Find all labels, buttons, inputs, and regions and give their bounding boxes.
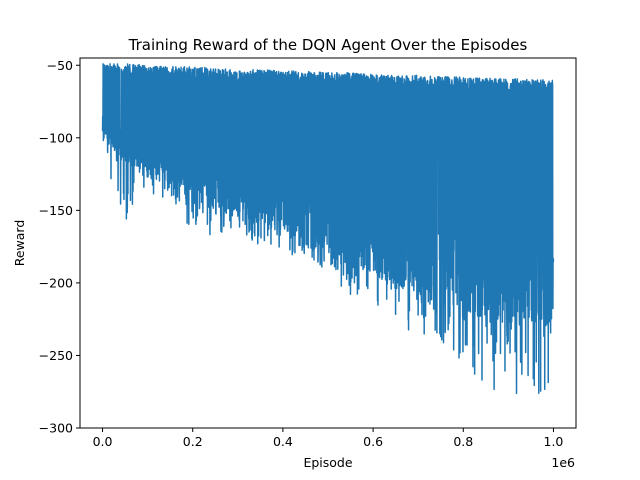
x-tick-label: 0.6 xyxy=(363,434,383,449)
axes-frame xyxy=(79,57,577,429)
y-axis: −50 −100 −150 −200 −250 −300 xyxy=(39,58,80,436)
x-tick-label: 0.0 xyxy=(93,434,113,449)
plot-area xyxy=(101,63,555,395)
x-offset-label: 1e6 xyxy=(551,455,575,470)
x-tick-label: 0.8 xyxy=(453,434,473,449)
x-axis-label: Episode xyxy=(303,455,352,470)
y-axis-label: Reward xyxy=(12,220,27,267)
y-tick-label: −250 xyxy=(39,348,73,363)
y-tick-label: −150 xyxy=(39,203,73,218)
reward-series-line xyxy=(101,63,555,395)
x-axis: 0.0 0.2 0.4 0.6 0.8 1.0 xyxy=(93,428,564,449)
y-tick-label: −100 xyxy=(39,130,73,145)
y-tick-label: −300 xyxy=(39,421,73,436)
x-tick-label: 0.4 xyxy=(273,434,293,449)
x-tick-label: 1.0 xyxy=(544,434,564,449)
y-tick-label: −50 xyxy=(47,58,73,73)
y-tick-label: −200 xyxy=(39,275,73,290)
x-tick-label: 0.2 xyxy=(183,434,203,449)
chart-title: Training Reward of the DQN Agent Over th… xyxy=(128,36,528,54)
